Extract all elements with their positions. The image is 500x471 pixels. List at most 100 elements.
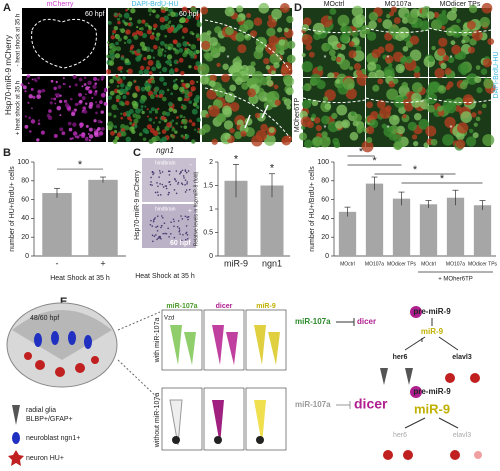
cell [301, 34, 313, 46]
cell [88, 139, 91, 142]
stain [175, 170, 178, 172]
cell [427, 104, 435, 113]
stain [151, 225, 154, 227]
cell [69, 97, 73, 101]
significance: * [78, 159, 83, 171]
cell [460, 68, 468, 76]
stain [159, 183, 161, 185]
cell [170, 67, 173, 71]
cell [236, 119, 244, 127]
cell [81, 96, 86, 101]
stain [186, 181, 189, 183]
cell [265, 65, 271, 70]
cell [164, 43, 168, 48]
cell [372, 84, 380, 92]
cell [191, 32, 195, 36]
cell [116, 132, 122, 138]
bar [260, 185, 284, 256]
cell [37, 76, 41, 80]
cell [142, 137, 147, 142]
cell [179, 86, 185, 93]
cell [159, 76, 165, 82]
cell [406, 13, 418, 25]
fates-bottom [383, 450, 482, 460]
gene: elavl3 [452, 354, 472, 361]
cell [152, 121, 155, 124]
cell [186, 15, 191, 20]
stain [149, 223, 152, 226]
cell [158, 120, 161, 124]
cell [165, 60, 168, 64]
cell [148, 110, 153, 114]
cell [159, 16, 166, 23]
cell [483, 78, 494, 89]
bar [224, 180, 248, 256]
cell [138, 27, 142, 30]
cell [389, 114, 400, 126]
cell [150, 107, 155, 112]
cell [196, 117, 201, 123]
cell [184, 51, 187, 54]
cell [53, 97, 57, 101]
cell [64, 103, 70, 108]
cell [53, 133, 58, 139]
stain [185, 189, 188, 191]
cell [371, 49, 381, 59]
cell [88, 104, 93, 109]
cell [255, 129, 267, 142]
cell [59, 94, 62, 97]
cell [145, 86, 151, 93]
dicer-blob [410, 306, 422, 318]
stain [160, 224, 163, 227]
significance: * [413, 164, 418, 176]
cell [336, 43, 342, 49]
y-tick-label: 40 [21, 215, 29, 222]
legend-label: neuroblast ngn1+ [26, 435, 80, 442]
legend-neuron [8, 450, 24, 466]
stain [185, 171, 188, 174]
cell [266, 91, 276, 101]
stain [175, 180, 177, 182]
significance: * [440, 173, 445, 185]
cell [166, 88, 170, 92]
cell [119, 28, 122, 31]
bar [88, 179, 118, 256]
cell [83, 109, 88, 114]
cell [315, 124, 322, 132]
cell [69, 137, 73, 141]
cell [47, 115, 53, 121]
cell [462, 79, 469, 86]
cell [169, 26, 175, 32]
cell [348, 50, 357, 59]
cell [120, 112, 123, 115]
cell [413, 141, 419, 147]
image-label: * [450, 55, 453, 62]
cell [182, 27, 189, 34]
cell [302, 99, 312, 109]
cell [224, 133, 231, 140]
cell [368, 71, 377, 80]
cell [393, 141, 403, 151]
cell [85, 86, 90, 91]
boundary [365, 97, 429, 104]
cell [191, 88, 195, 92]
cell [342, 78, 355, 91]
cell [413, 112, 422, 121]
cell [74, 136, 77, 138]
cell [151, 79, 156, 84]
cell [366, 126, 375, 135]
boundary [204, 87, 291, 139]
stain [187, 170, 190, 172]
cell [120, 101, 125, 106]
cell [159, 24, 166, 31]
cell [158, 46, 161, 49]
stain [152, 220, 155, 223]
cell [72, 122, 77, 127]
y-tick-label: 20 [21, 234, 29, 241]
cell [196, 80, 199, 83]
cell [176, 116, 179, 119]
stain [174, 178, 176, 181]
stain [153, 235, 156, 237]
cell [62, 77, 65, 80]
cell [250, 30, 258, 38]
